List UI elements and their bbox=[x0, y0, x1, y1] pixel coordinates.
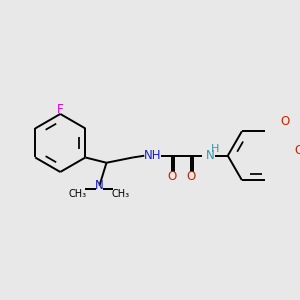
Text: F: F bbox=[57, 103, 64, 116]
Text: CH₃: CH₃ bbox=[68, 188, 86, 199]
Text: O: O bbox=[294, 144, 300, 157]
Text: H: H bbox=[210, 144, 219, 154]
Text: N: N bbox=[95, 179, 104, 192]
Text: O: O bbox=[167, 170, 176, 183]
Text: N: N bbox=[206, 149, 214, 162]
Text: CH₃: CH₃ bbox=[112, 188, 130, 199]
Text: O: O bbox=[186, 170, 196, 183]
Text: NH: NH bbox=[144, 149, 162, 162]
Text: O: O bbox=[280, 115, 289, 128]
